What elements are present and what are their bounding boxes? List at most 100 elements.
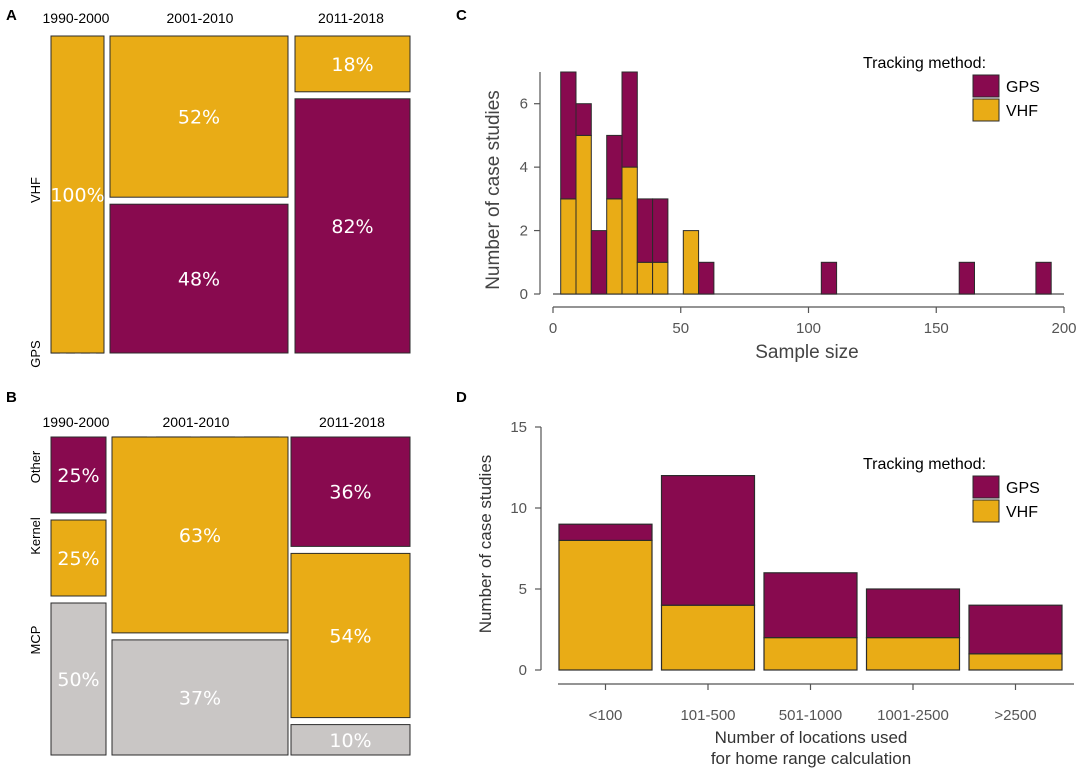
mosaic-cell-other: [290, 436, 411, 547]
cell-percent-label: 82%: [331, 216, 373, 238]
mosaic-cell-mcp: [290, 724, 411, 756]
cell-percent-label: 48%: [178, 269, 220, 291]
bar-segment-gps: [968, 604, 1063, 655]
bar-segment-vhf: [558, 539, 653, 671]
y-tick-label: 5: [519, 581, 527, 598]
bar-segment-gps: [865, 588, 961, 639]
histogram-bar-vhf: [682, 230, 700, 295]
histogram-bar-gps: [698, 261, 715, 295]
mosaic-panel-b: 1990-2000 2001-2010 2011-2018 Other Kern…: [28, 414, 411, 756]
x-tick-label: 101-500: [680, 707, 735, 724]
cell-percent-label: 25%: [57, 465, 99, 487]
x-axis-title-line1: Number of locations used: [715, 728, 908, 747]
histogram-bar-gps: [958, 261, 976, 295]
stacked-bar-panel-d: Number of case studies Number of locatio…: [476, 419, 1074, 768]
y-tick-label: 6: [520, 96, 528, 113]
mosaic-cell-kernel: [50, 519, 107, 597]
bar-segment-vhf: [968, 653, 1063, 671]
histogram-bar-gps: [652, 198, 669, 263]
legend-title: Tracking method:: [863, 456, 986, 473]
era-label: 2011-2018: [319, 414, 385, 430]
histogram-bar-gps: [590, 230, 608, 295]
legend-swatch-vhf: [972, 98, 1000, 122]
era-label: 1990-2000: [43, 414, 110, 430]
histogram-bar-gps: [621, 71, 638, 168]
cell-percent-label: 100%: [50, 185, 104, 207]
mosaic-cell-mcp: [111, 639, 289, 756]
legend-swatch-gps: [972, 74, 1000, 98]
x-tick-label: 200: [1051, 320, 1076, 337]
bar-segment-gps: [660, 475, 756, 606]
x-axis-title-line2: for home range calculation: [711, 749, 911, 768]
mosaic-cell-kernel: [290, 552, 411, 719]
bar-segment-vhf: [660, 604, 756, 671]
mosaic-cell-vhf: [50, 35, 105, 354]
era-label: 1990-2000: [43, 10, 110, 26]
mosaic-cell-vhf: [109, 35, 289, 198]
histogram-bar-gps: [636, 198, 654, 263]
histogram-bar-vhf: [575, 134, 592, 295]
y-tick-label: 10: [510, 500, 527, 517]
y-axis-title: Number of case studies: [476, 455, 495, 634]
cell-percent-label: 50%: [57, 669, 99, 691]
row-label-gps: GPS: [28, 340, 43, 368]
row-label-kernel: Kernel: [28, 517, 43, 555]
panel-label-c: C: [456, 7, 467, 24]
x-tick-label: 1001-2500: [877, 707, 949, 724]
cell-percent-label: 10%: [329, 730, 371, 752]
cell-percent-label: 54%: [329, 626, 371, 648]
histogram-bar-gps: [820, 261, 838, 295]
legend-swatch-vhf: [972, 499, 1000, 523]
y-tick-label: 4: [520, 159, 528, 176]
histogram-bar-gps: [606, 134, 623, 200]
y-tick-label: 2: [520, 223, 528, 240]
era-label: 2001-2010: [167, 10, 234, 26]
mosaic-cell-other: [50, 436, 107, 514]
panel-label-b: B: [6, 389, 17, 406]
panel-label-d: D: [456, 389, 467, 406]
panel-label-a: A: [6, 7, 17, 24]
mosaic-cell-mcp: [50, 602, 107, 756]
bar-segment-gps: [558, 523, 653, 542]
legend-label-vhf: VHF: [1006, 103, 1038, 120]
histogram-bar-gps: [575, 103, 592, 136]
cell-percent-label: 52%: [178, 107, 220, 129]
mosaic-cell-gps: [109, 203, 289, 354]
x-axis-title: Sample size: [755, 342, 859, 363]
histogram-panel-c: Number of case studies Sample size Track…: [483, 55, 1077, 363]
bar-segment-vhf: [865, 636, 961, 671]
row-label-vhf: VHF: [28, 177, 43, 203]
era-label: 2011-2018: [318, 10, 384, 26]
cell-percent-label: 18%: [331, 54, 373, 76]
histogram-bar-vhf: [652, 261, 669, 295]
y-axis-title: Number of case studies: [483, 90, 504, 290]
histogram-bar-vhf: [560, 198, 577, 295]
cell-percent-label: 36%: [329, 482, 371, 504]
legend-label-gps: GPS: [1006, 79, 1040, 96]
x-tick-label: 150: [924, 320, 949, 337]
row-label-other: Other: [28, 450, 43, 483]
legend-title: Tracking method:: [863, 55, 986, 72]
x-tick-label: 50: [672, 320, 689, 337]
y-tick-label: 0: [520, 286, 528, 303]
x-tick-label: >2500: [994, 707, 1036, 724]
row-label-mcp: MCP: [28, 626, 43, 655]
histogram-bar-gps: [560, 71, 577, 200]
x-tick-label: 501-1000: [779, 707, 842, 724]
legend-label-gps: GPS: [1006, 480, 1040, 497]
bar-segment-vhf: [763, 636, 858, 671]
cell-percent-label: 37%: [179, 688, 221, 710]
legend-label-vhf: VHF: [1006, 504, 1038, 521]
era-label: 2001-2010: [163, 414, 230, 430]
x-tick-label: 100: [796, 320, 821, 337]
histogram-bar-gps: [1035, 261, 1052, 295]
legend-swatch-gps: [972, 475, 1000, 499]
histogram-bar-vhf: [606, 198, 623, 295]
cell-percent-label: 63%: [179, 525, 221, 547]
y-tick-label: 15: [510, 419, 527, 436]
mosaic-cell-vhf: [294, 35, 411, 93]
x-tick-label: <100: [589, 707, 623, 724]
mosaic-panel-a: 1990-2000 2001-2010 2011-2018 VHF GPS 10…: [28, 10, 411, 368]
cell-percent-label: 25%: [57, 548, 99, 570]
